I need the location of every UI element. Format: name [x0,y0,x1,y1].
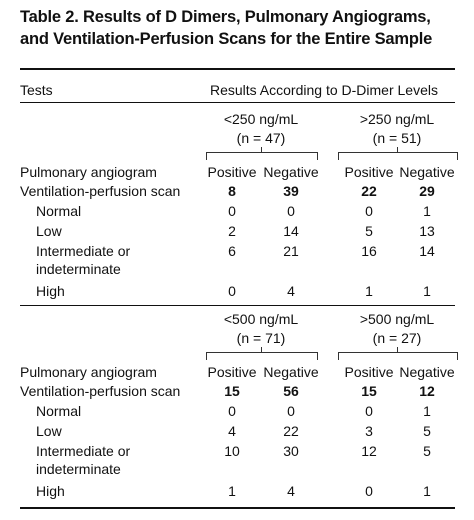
cell-value: 14 [419,243,435,259]
cell-value: 15 [361,383,377,399]
cell-value: 39 [283,183,299,199]
cell-value: 6 [228,243,236,259]
row-label: Normal [36,403,82,419]
cell-value: 0 [228,403,236,419]
cell-value: 5 [423,423,431,439]
group-n: (n = 27) [372,330,422,346]
cell-value: 12 [361,443,377,459]
bracket-tick [397,347,398,353]
cell-value: 56 [283,383,299,399]
cell-value: 4 [228,423,236,439]
cell-value: 21 [283,243,299,259]
cell-value: 0 [287,403,295,419]
group-n: (n = 51) [372,130,422,146]
row-label: Intermediate or [36,243,131,259]
angiogram-label: Pulmonary angiogram [20,364,157,380]
cell-value: 1 [423,483,431,499]
column-header: Positive [344,364,394,380]
header-tests: Tests [20,82,53,98]
row-label: High [36,483,65,499]
cell-value: 4 [287,483,295,499]
cell-value: 0 [365,483,373,499]
column-header: Negative [263,164,319,180]
cell-value: 0 [228,203,236,219]
row-label: Low [36,223,62,239]
group-level: >500 ng/mL [359,311,435,327]
cell-value: 4 [287,283,295,299]
cell-value: 30 [283,443,299,459]
bracket-tick [261,347,262,353]
cell-value: 0 [365,203,373,219]
column-header: Positive [207,364,257,380]
cell-value: 5 [365,223,373,239]
cell-value: 0 [287,203,295,219]
cell-value: 13 [419,223,435,239]
row-label: Normal [36,203,82,219]
column-header: Negative [399,164,455,180]
column-header: Positive [207,164,257,180]
group-level: >250 ng/mL [359,111,435,127]
cell-value: 8 [228,183,236,199]
cell-value: 22 [283,423,299,439]
group-level: <250 ng/mL [223,111,299,127]
cell-value: 10 [224,443,240,459]
bracket-tick [397,147,398,153]
cell-value: 0 [228,283,236,299]
angiogram-label: Pulmonary angiogram [20,164,157,180]
group-n: (n = 47) [236,130,286,146]
cell-value: 12 [419,383,435,399]
cell-value: 5 [423,443,431,459]
group-n: (n = 71) [236,330,286,346]
bracket [206,352,318,360]
title: and Ventilation-Perfusion Scans for the … [20,30,433,48]
row-label: High [36,283,65,299]
bracket-tick [261,147,262,153]
cell-value: 14 [283,223,299,239]
cell-value: 22 [361,183,377,199]
cell-value: 1 [365,283,373,299]
row-label: indeterminate [36,461,121,477]
bracket [338,152,458,160]
column-header: Negative [263,364,319,380]
cell-value: 15 [224,383,240,399]
column-header: Negative [399,364,455,380]
group-level: <500 ng/mL [223,311,299,327]
cell-value: 29 [419,183,435,199]
cell-value: 16 [361,243,377,259]
cell-value: 1 [228,483,236,499]
title: Table 2. Results of D Dimers, Pulmonary … [20,8,431,26]
cell-value: 3 [365,423,373,439]
row-label: Ventilation-perfusion scan [20,183,181,199]
cell-value: 0 [365,403,373,419]
cell-value: 1 [423,283,431,299]
row-label: indeterminate [36,261,121,277]
column-header: Positive [344,164,394,180]
rule [20,507,455,509]
cell-value: 1 [423,403,431,419]
rule [20,102,455,103]
bracket [206,152,318,160]
rule [20,305,455,306]
row-label: Ventilation-perfusion scan [20,383,181,399]
row-label: Low [36,423,62,439]
header-results: Results According to D-Dimer Levels [210,82,438,98]
cell-value: 1 [423,203,431,219]
bracket [338,352,458,360]
cell-value: 2 [228,223,236,239]
rule [20,68,455,70]
row-label: Intermediate or [36,443,131,459]
